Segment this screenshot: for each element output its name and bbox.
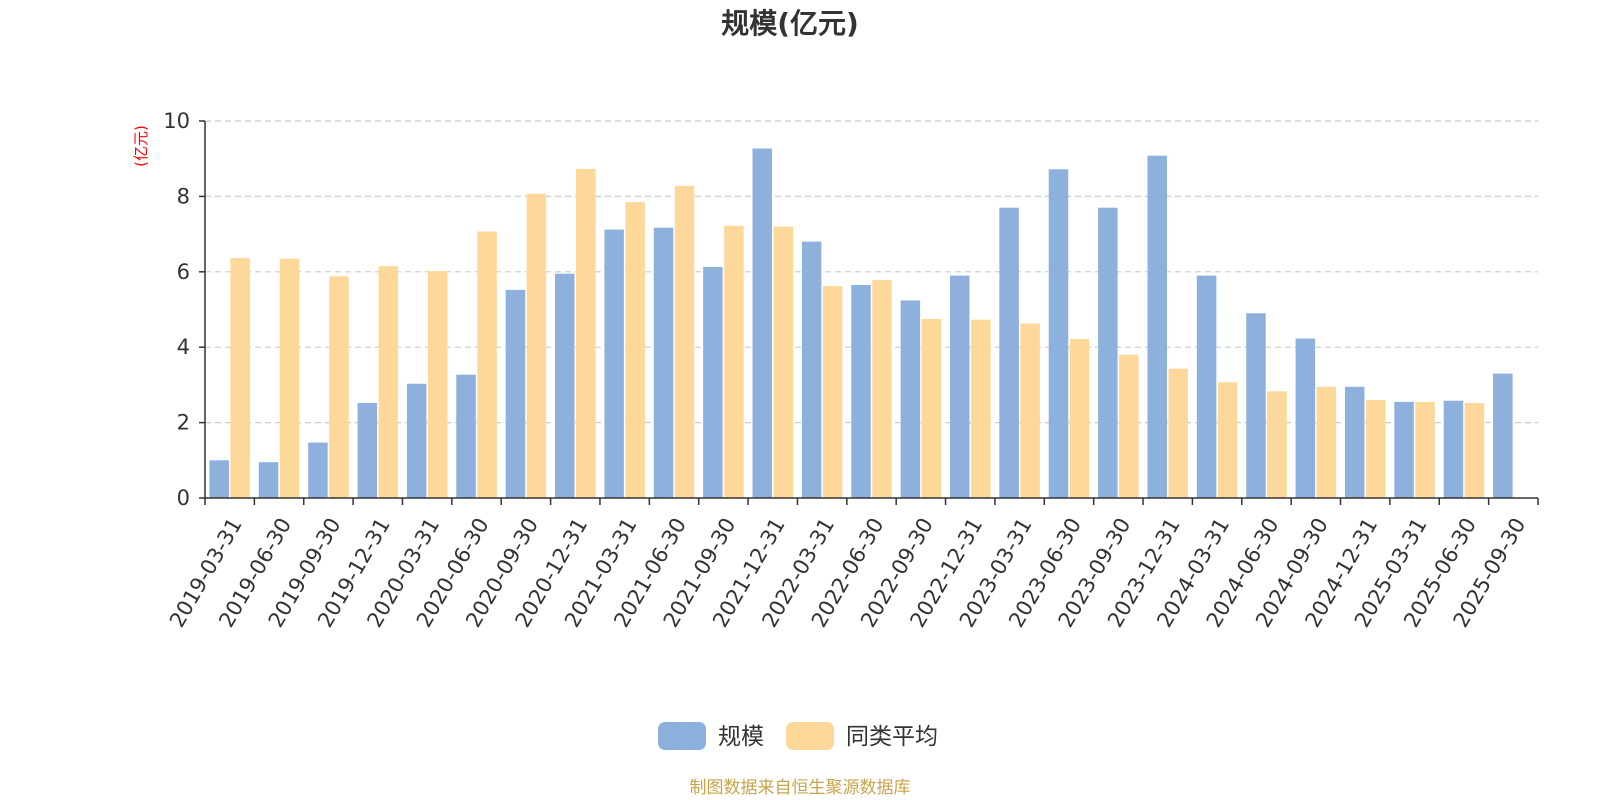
bar-scale: [357, 402, 378, 498]
bar-peer-average: [1119, 354, 1139, 498]
bar-peer-average: [427, 271, 448, 498]
bar-scale: [505, 289, 526, 498]
bar-scale: [456, 374, 476, 498]
y-tick-label: 10: [163, 109, 190, 133]
bar-peer-average: [970, 319, 991, 498]
bar-scale: [1493, 373, 1513, 498]
bar-scale: [406, 383, 427, 498]
bar-peer-average: [1020, 323, 1040, 498]
bar-scale: [258, 462, 279, 498]
x-tick-labels: 2019-03-312019-06-302019-09-302019-12-31…: [165, 514, 1530, 632]
bar-scale: [703, 266, 723, 498]
bar-scale: [752, 148, 773, 498]
bar-peer-average: [1069, 338, 1090, 498]
y-tick-label: 0: [177, 486, 190, 510]
y-tick-label: 8: [177, 184, 190, 208]
y-tick-label: 2: [177, 411, 190, 435]
y-tick-labels: 0 2 4 6 8 10: [163, 109, 190, 510]
bar-scale: [308, 442, 328, 498]
bar-peer-average: [674, 185, 695, 498]
bar-scale: [851, 284, 871, 498]
bar-peer-average: [1316, 386, 1337, 498]
bar-scale: [1394, 401, 1414, 498]
bar-scale: [1246, 313, 1266, 498]
legend-label-scale: 规模: [718, 724, 764, 750]
bar-peer-average: [822, 286, 843, 498]
bar-peer-average: [1217, 382, 1238, 498]
bar-peer-average: [279, 258, 300, 498]
bar-peer-average: [625, 202, 645, 498]
bar-scale: [999, 207, 1019, 498]
legend-label-peer-average: 同类平均: [846, 724, 938, 750]
bar-scale: [1147, 155, 1167, 498]
y-tick-label: 6: [177, 260, 190, 284]
bar-peer-average: [576, 168, 596, 498]
bar-peer-average: [1464, 402, 1485, 498]
bar-peer-average: [477, 231, 497, 498]
bar-peer-average: [1415, 401, 1435, 498]
bar-scale: [900, 300, 921, 498]
chart-title: 规模(亿元): [721, 7, 859, 40]
bar-scale: [555, 273, 575, 498]
legend: 规模 同类平均: [658, 722, 938, 750]
bar-peer-average: [329, 276, 349, 498]
bar-scale: [1196, 275, 1217, 498]
bar-scale: [1048, 169, 1069, 499]
axes: [199, 120, 1539, 505]
bar-scale: [949, 275, 970, 498]
bar-scale: [1098, 207, 1118, 498]
bar-peer-average: [921, 318, 942, 498]
bar-scale: [1443, 400, 1464, 498]
y-axis-label: (亿元): [132, 125, 150, 167]
bar-scale: [1295, 338, 1316, 498]
bar-scale: [1344, 386, 1365, 498]
bar-scale: [604, 229, 624, 499]
bar-peer-average: [773, 226, 794, 498]
gridlines: [205, 120, 1538, 424]
bars: [209, 148, 1513, 499]
bar-peer-average: [872, 280, 892, 498]
bar-peer-average: [378, 266, 399, 498]
source-note: 制图数据来自恒生聚源数据库: [690, 778, 911, 798]
legend-swatch-scale: [658, 722, 706, 750]
bar-scale: [653, 227, 674, 499]
bar-peer-average: [1267, 391, 1287, 498]
bar-peer-average: [230, 257, 250, 498]
legend-swatch-peer-average: [786, 722, 834, 750]
y-tick-label: 4: [177, 335, 190, 359]
bar-peer-average: [724, 225, 744, 498]
bar-peer-average: [1168, 368, 1188, 498]
bar-scale: [801, 241, 822, 498]
bar-scale: [209, 460, 229, 498]
bar-peer-average: [1365, 399, 1386, 498]
bar-peer-average: [526, 193, 547, 499]
